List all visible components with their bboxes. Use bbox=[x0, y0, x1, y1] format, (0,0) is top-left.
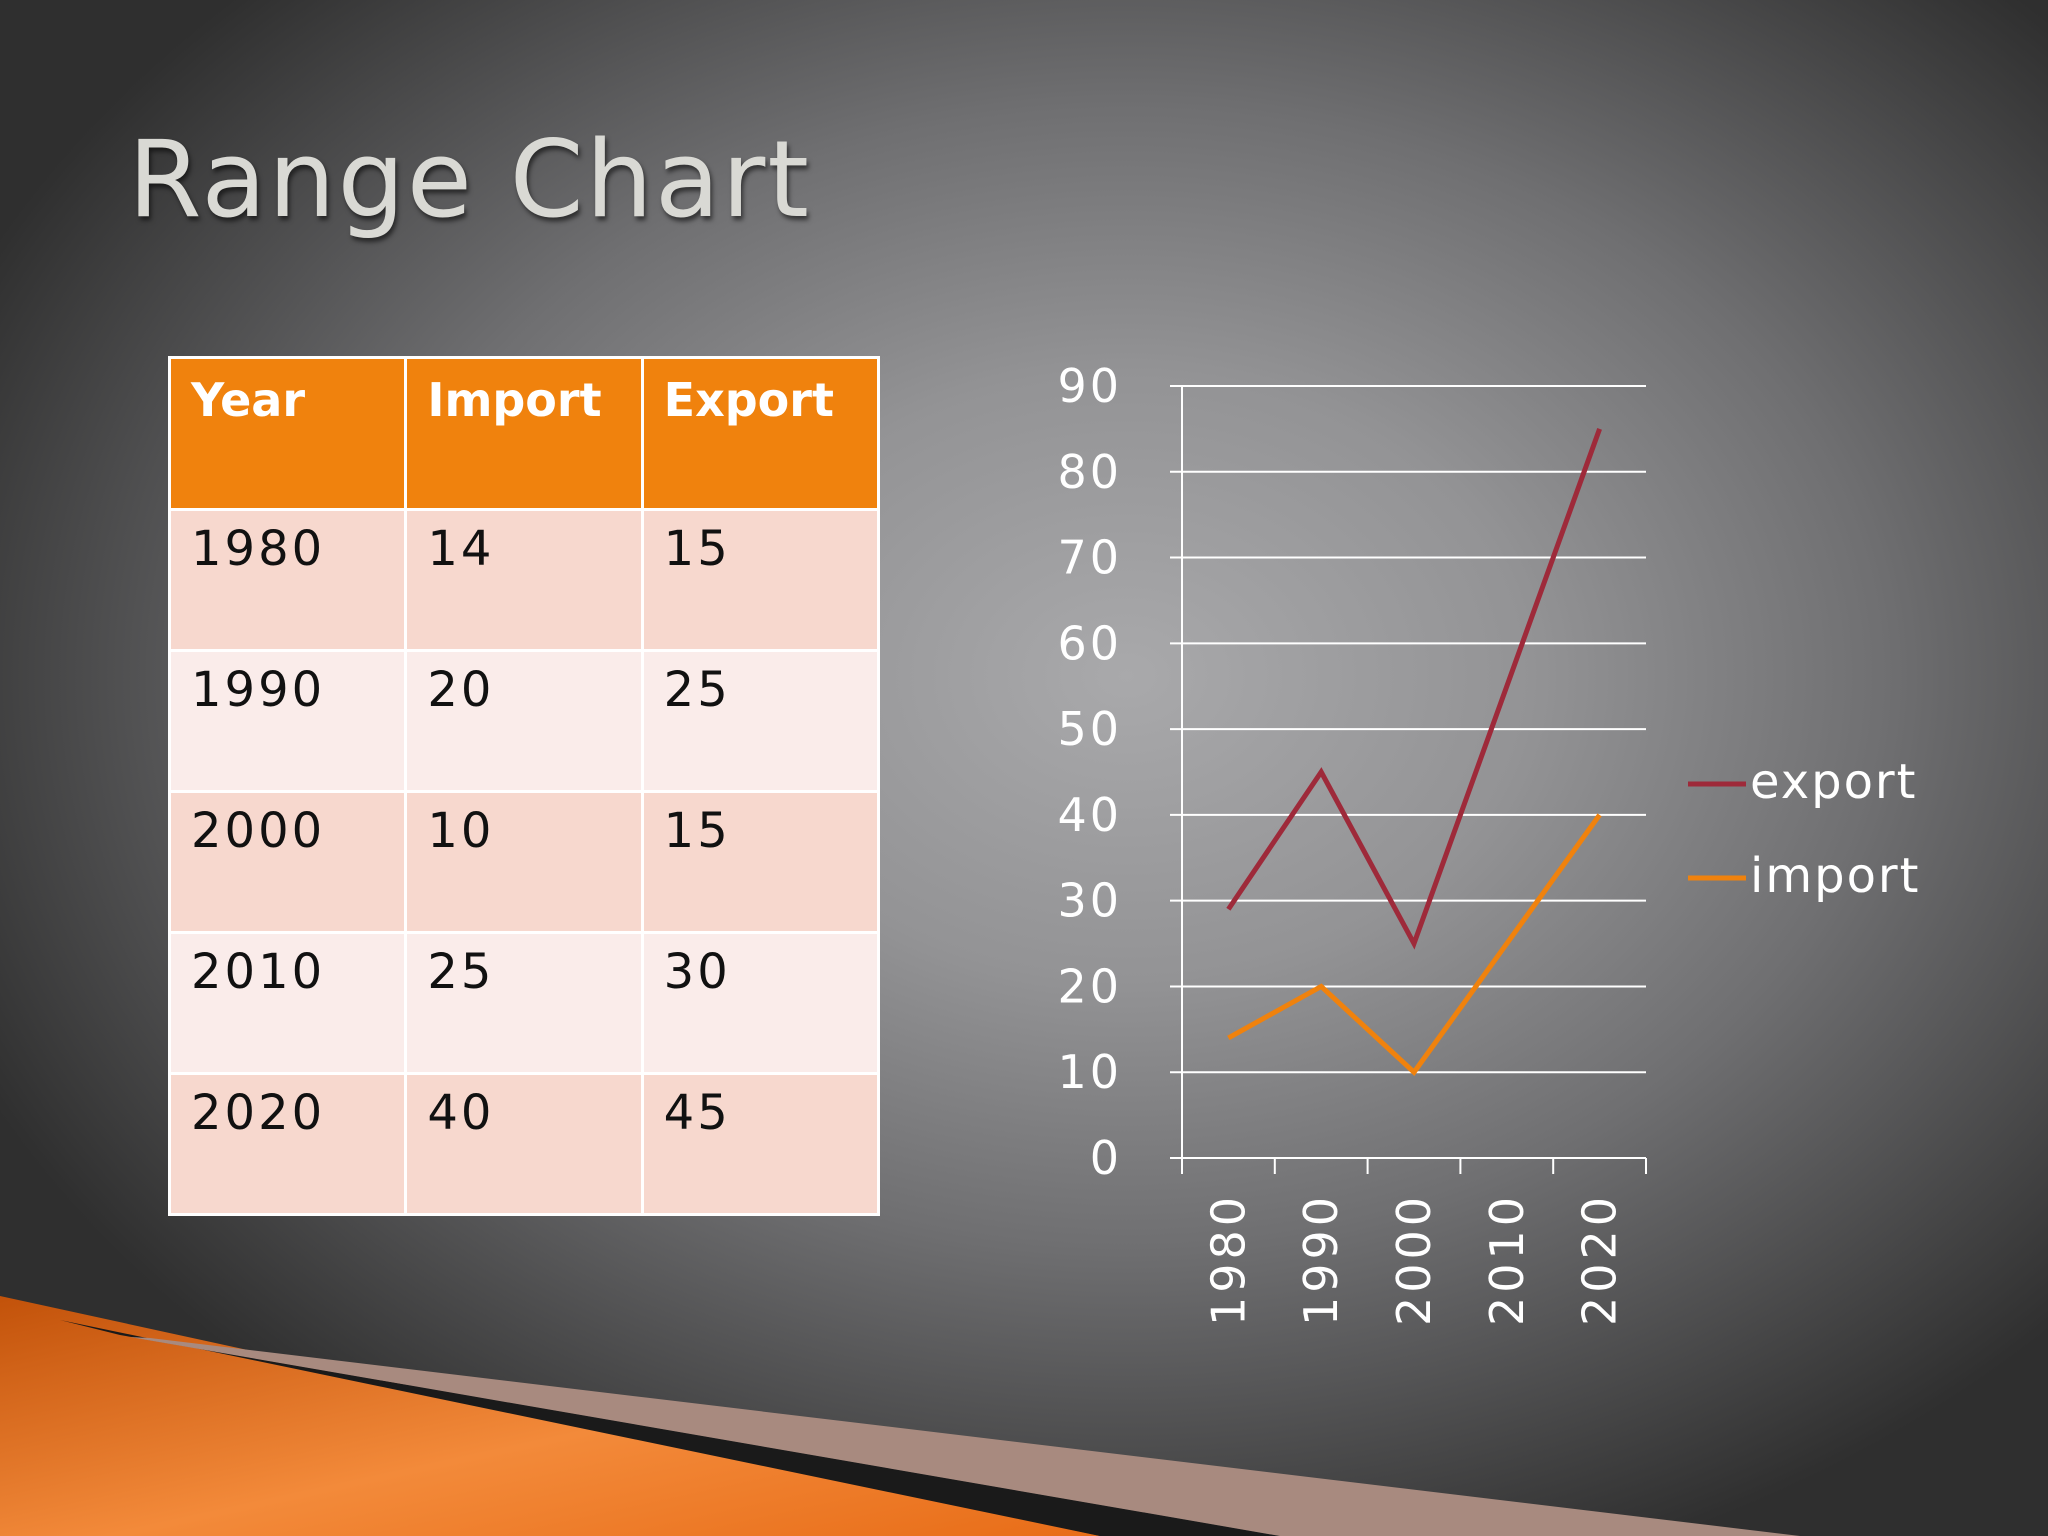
cell-year: 2000 bbox=[167, 790, 408, 934]
cell-export: 45 bbox=[640, 1072, 881, 1216]
cell-year: 2010 bbox=[167, 931, 408, 1075]
y-tick-label: 90 bbox=[1057, 359, 1122, 413]
cell-export: 30 bbox=[640, 931, 881, 1075]
column-header-import: Import bbox=[404, 356, 644, 511]
cell-import: 40 bbox=[404, 1072, 644, 1216]
y-tick-label: 80 bbox=[1057, 445, 1122, 499]
legend-label-import: import bbox=[1750, 848, 1920, 904]
cell-export: 15 bbox=[640, 508, 881, 652]
cell-export: 25 bbox=[640, 649, 881, 793]
cell-export: 15 bbox=[640, 790, 881, 934]
x-tick-label: 2020 bbox=[1573, 1193, 1627, 1326]
y-tick-label: 30 bbox=[1057, 874, 1122, 928]
y-tick-label: 0 bbox=[1090, 1131, 1122, 1185]
table-header-row: Year Import Export bbox=[167, 356, 881, 511]
series-line-import bbox=[1227, 813, 1602, 1076]
column-header-year: Year bbox=[167, 356, 408, 511]
cell-import: 14 bbox=[404, 508, 644, 652]
table-row: 2000 10 15 bbox=[167, 790, 881, 934]
slide-title: Range Chart bbox=[128, 118, 811, 241]
x-tick-label: 1990 bbox=[1294, 1193, 1348, 1326]
table-row: 2020 40 45 bbox=[167, 1072, 881, 1216]
x-tick-label: 2000 bbox=[1387, 1193, 1441, 1326]
axes: 0 10 20 30 40 50 60 70 80 90 1980 1990 2000 2010 2020 bbox=[1057, 359, 1647, 1326]
y-tick-label: 60 bbox=[1057, 616, 1122, 670]
y-tick-label: 50 bbox=[1057, 702, 1122, 756]
series-lines bbox=[1226, 428, 1602, 1076]
grid-lines bbox=[1170, 385, 1646, 1074]
y-tick-label: 40 bbox=[1057, 788, 1122, 842]
swoosh-tan-band bbox=[130, 1337, 1800, 1536]
column-header-export: Export bbox=[640, 356, 881, 511]
y-tick-label: 20 bbox=[1057, 959, 1122, 1013]
table-row: 2010 25 30 bbox=[167, 931, 881, 1075]
y-tick-label: 70 bbox=[1057, 531, 1122, 585]
cell-import: 20 bbox=[404, 649, 644, 793]
table-row: 1990 20 25 bbox=[167, 649, 881, 793]
x-tick-label: 2010 bbox=[1480, 1193, 1534, 1326]
legend: export import bbox=[1688, 754, 1920, 904]
cell-import: 25 bbox=[404, 931, 644, 1075]
data-table: Year Import Export 1980 14 15 1990 20 25… bbox=[167, 356, 881, 1216]
legend-label-export: export bbox=[1750, 754, 1917, 810]
series-line-export bbox=[1226, 428, 1602, 950]
y-tick-label: 10 bbox=[1057, 1045, 1122, 1099]
cell-import: 10 bbox=[404, 790, 644, 934]
x-tick-label: 1980 bbox=[1201, 1193, 1255, 1326]
cell-year: 1990 bbox=[167, 649, 408, 793]
cell-year: 1980 bbox=[167, 508, 408, 652]
cell-year: 2020 bbox=[167, 1072, 408, 1216]
table-row: 1980 14 15 bbox=[167, 508, 881, 652]
